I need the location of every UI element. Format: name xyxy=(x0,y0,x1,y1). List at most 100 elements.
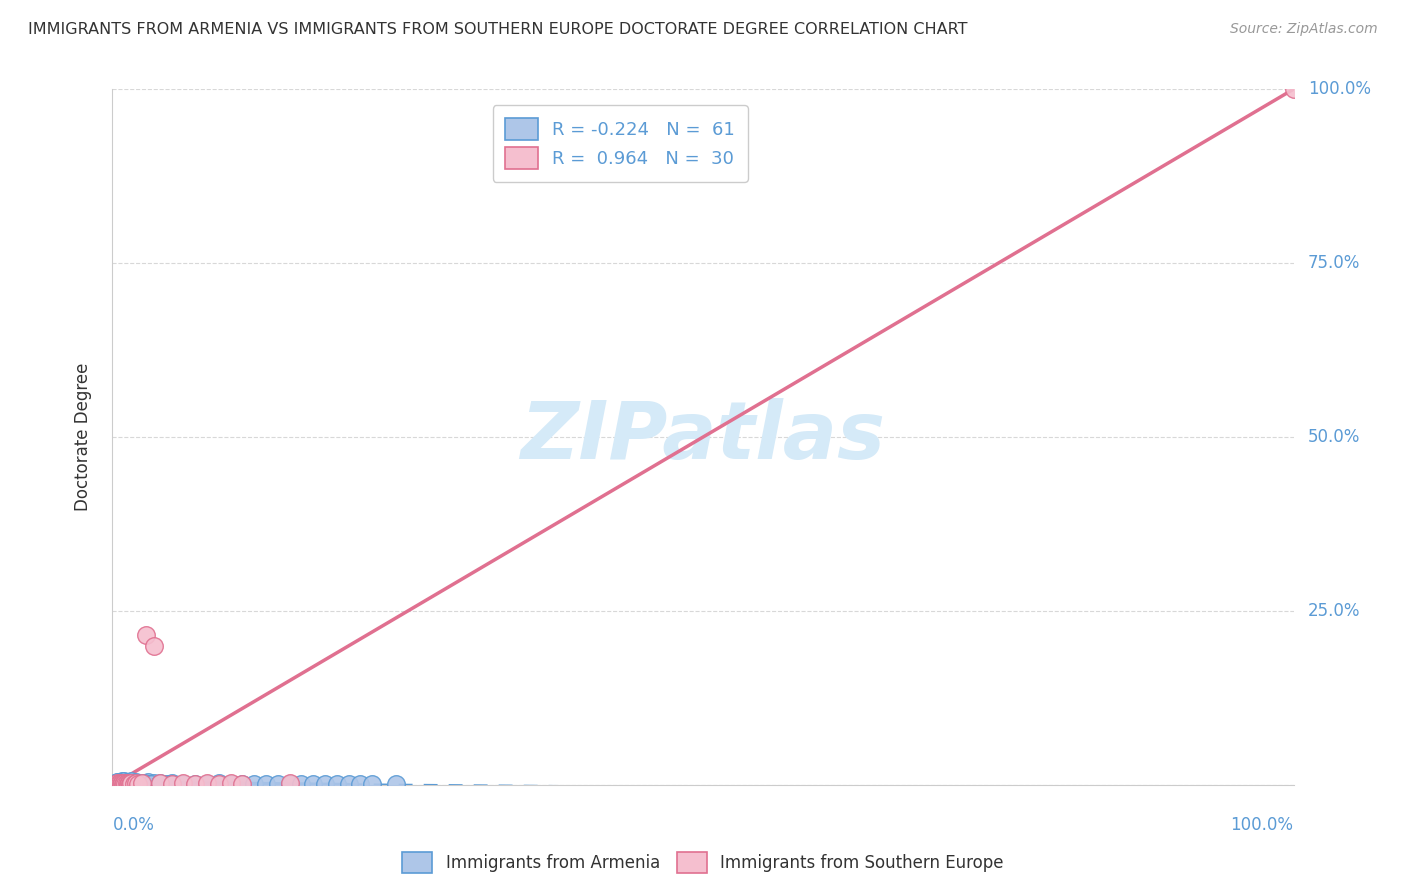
Text: 100.0%: 100.0% xyxy=(1308,80,1371,98)
Point xyxy=(172,776,194,790)
Point xyxy=(112,776,135,790)
Point xyxy=(127,776,149,790)
Point xyxy=(112,776,135,790)
Point xyxy=(195,776,218,790)
Point xyxy=(149,777,172,791)
Text: 50.0%: 50.0% xyxy=(1308,428,1360,446)
Point xyxy=(105,775,128,789)
Point xyxy=(142,776,165,790)
Point xyxy=(243,776,266,790)
Point xyxy=(107,775,129,789)
Point xyxy=(134,776,156,790)
Legend: Immigrants from Armenia, Immigrants from Southern Europe: Immigrants from Armenia, Immigrants from… xyxy=(396,846,1010,880)
Point xyxy=(208,776,231,790)
Point xyxy=(111,776,134,790)
Point xyxy=(125,775,148,789)
Point xyxy=(120,776,142,790)
Legend: R = -0.224   N =  61, R =  0.964   N =  30: R = -0.224 N = 61, R = 0.964 N = 30 xyxy=(494,105,748,182)
Point xyxy=(108,776,131,790)
Point xyxy=(111,776,134,790)
Point xyxy=(122,776,145,790)
Point xyxy=(120,776,142,790)
Point xyxy=(110,776,132,790)
Point xyxy=(290,776,312,790)
Point xyxy=(105,776,128,790)
Point xyxy=(385,777,408,791)
Point xyxy=(131,776,153,790)
Point xyxy=(112,776,135,790)
Point xyxy=(117,775,139,789)
Point xyxy=(112,776,135,790)
Point xyxy=(105,776,128,790)
Point xyxy=(195,776,218,790)
Point xyxy=(122,776,145,790)
Point xyxy=(184,776,207,790)
Point xyxy=(125,776,148,790)
Point xyxy=(219,776,242,790)
Point xyxy=(136,775,159,789)
Y-axis label: Doctorate Degree: Doctorate Degree xyxy=(73,363,91,511)
Point xyxy=(115,775,138,789)
Point xyxy=(160,776,183,790)
Point xyxy=(115,776,138,790)
Point xyxy=(120,776,142,790)
Point xyxy=(120,776,142,790)
Point xyxy=(361,777,384,791)
Point xyxy=(160,776,183,790)
Point xyxy=(135,776,157,790)
Point xyxy=(135,628,157,642)
Point xyxy=(122,776,145,790)
Point xyxy=(108,776,131,790)
Point xyxy=(105,776,128,790)
Point xyxy=(111,776,134,790)
Point xyxy=(111,774,134,789)
Point xyxy=(112,776,135,790)
Point xyxy=(108,776,131,790)
Point xyxy=(125,776,148,790)
Point xyxy=(172,776,194,790)
Point xyxy=(267,776,290,790)
Point xyxy=(139,776,162,790)
Point xyxy=(160,776,183,790)
Text: Source: ZipAtlas.com: Source: ZipAtlas.com xyxy=(1230,22,1378,37)
Point xyxy=(149,776,172,790)
Text: 75.0%: 75.0% xyxy=(1308,254,1360,272)
Point xyxy=(118,776,141,790)
Point xyxy=(254,777,277,791)
Point xyxy=(337,776,360,790)
Text: 25.0%: 25.0% xyxy=(1308,602,1360,620)
Point xyxy=(231,777,253,791)
Point xyxy=(114,776,136,790)
Point xyxy=(127,776,149,790)
Point xyxy=(314,776,336,790)
Point xyxy=(184,777,207,791)
Point xyxy=(117,776,139,790)
Point xyxy=(302,777,325,791)
Point xyxy=(141,776,163,790)
Point xyxy=(110,776,132,790)
Point xyxy=(120,776,142,790)
Text: 0.0%: 0.0% xyxy=(112,816,155,834)
Point xyxy=(155,776,177,790)
Point xyxy=(349,777,371,791)
Point xyxy=(1282,82,1305,96)
Point xyxy=(131,776,153,790)
Text: ZIPatlas: ZIPatlas xyxy=(520,398,886,476)
Point xyxy=(110,775,132,789)
Point xyxy=(112,774,135,789)
Point xyxy=(278,777,301,791)
Point xyxy=(120,774,142,789)
Point xyxy=(127,776,149,790)
Point xyxy=(107,776,129,790)
Point xyxy=(231,776,253,790)
Point xyxy=(115,776,138,790)
Point xyxy=(107,776,129,790)
Point xyxy=(105,776,128,790)
Point xyxy=(149,776,172,790)
Point xyxy=(219,776,242,790)
Point xyxy=(208,776,231,790)
Point xyxy=(118,776,141,790)
Point xyxy=(326,777,349,791)
Point xyxy=(114,776,136,790)
Text: IMMIGRANTS FROM ARMENIA VS IMMIGRANTS FROM SOUTHERN EUROPE DOCTORATE DEGREE CORR: IMMIGRANTS FROM ARMENIA VS IMMIGRANTS FR… xyxy=(28,22,967,37)
